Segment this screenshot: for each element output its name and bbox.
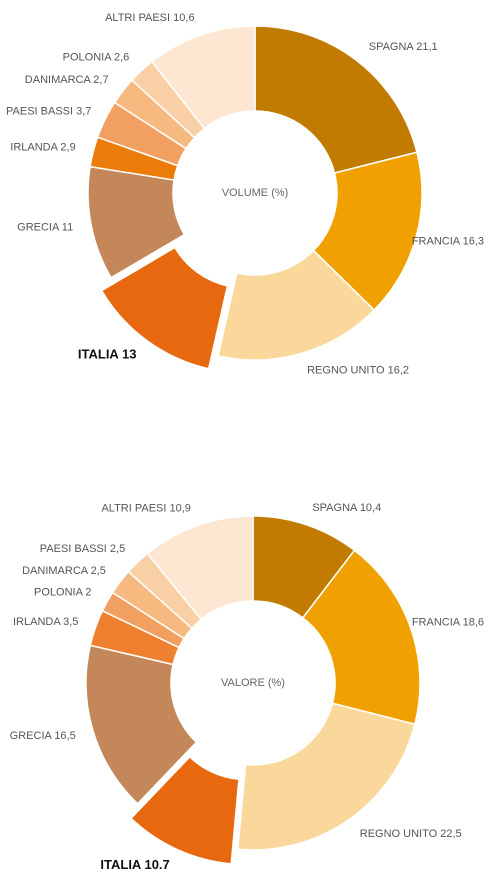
category: SPAGNA: [369, 41, 415, 53]
chart-title: VALORE (%): [221, 677, 285, 689]
slice-label: PAESI BASSI 3,7: [6, 105, 91, 117]
slice: [129, 755, 240, 865]
category: POLONIA: [34, 587, 84, 599]
slice-label: GRECIA 16,5: [10, 730, 76, 742]
slice-label: ITALIA 13: [78, 347, 137, 362]
slice-label: REGNO UNITO 16,2: [307, 364, 409, 376]
slice: [237, 702, 416, 851]
category: FRANCIA: [412, 235, 461, 247]
slice: [100, 246, 229, 370]
value-label: 10,9: [170, 503, 191, 515]
value-label: 13: [122, 347, 136, 362]
slice: [85, 644, 198, 805]
value-label: 2,5: [91, 565, 106, 577]
category: FRANCIA: [412, 616, 461, 628]
slice-label: ITALIA 10.7: [100, 857, 169, 872]
slice-label: FRANCIA 18,6: [412, 616, 484, 628]
slice-label: ALTRI PAESI 10,9: [101, 503, 191, 515]
slice-label: POLONIA 2: [34, 587, 91, 599]
slice-label: SPAGNA 10,4: [312, 502, 381, 514]
value-label: 2: [85, 587, 91, 599]
slice: [301, 549, 421, 726]
slice-label: IRLANDA 3,5: [13, 616, 78, 628]
category: PAESI BASSI: [40, 543, 107, 555]
category: ALTRI PAESI: [105, 12, 170, 24]
category: ITALIA: [100, 857, 142, 872]
category: DANIMARCA: [25, 74, 92, 86]
slice-label: DANIMARCA 2,7: [25, 74, 109, 86]
category: REGNO UNITO: [307, 364, 385, 376]
slice-label: GRECIA 11: [17, 221, 73, 233]
value-label: 2,6: [114, 51, 129, 63]
value-label: 3,5: [63, 616, 78, 628]
category: GRECIA: [17, 221, 60, 233]
slice: [146, 515, 254, 621]
value-label: 16,5: [54, 730, 75, 742]
slice-label: SPAGNA 21,1: [369, 41, 438, 53]
category: IRLANDA: [10, 141, 58, 153]
slice-label: ALTRI PAESI 10,6: [105, 12, 194, 24]
category: SPAGNA: [312, 502, 358, 514]
value-label: 22,5: [440, 828, 461, 840]
value-label: 10.7: [144, 857, 169, 872]
value-label: 10,6: [173, 12, 194, 24]
slice: [150, 25, 256, 130]
chart-title: VOLUME (%): [222, 187, 289, 199]
slice-label: REGNO UNITO 22,5: [360, 828, 462, 840]
value-label: 2,9: [60, 141, 75, 153]
value-label: 18,6: [463, 616, 484, 628]
value-label: 21,1: [416, 41, 437, 53]
category: REGNO UNITO: [360, 828, 438, 840]
slice-label: POLONIA 2,6: [63, 51, 130, 63]
slice-label: PAESI BASSI 2,5: [40, 543, 125, 555]
value-label: 3,7: [76, 105, 91, 117]
category: DANIMARCA: [22, 565, 89, 577]
value-label: 10,4: [360, 502, 381, 514]
slice-label: DANIMARCA 2,5: [22, 565, 106, 577]
category: ITALIA: [78, 347, 120, 362]
slice-label: FRANCIA 16,3: [412, 235, 484, 247]
category: GRECIA: [10, 730, 53, 742]
value-label: 16,2: [388, 364, 409, 376]
slice: [217, 249, 376, 361]
value-label: 11: [62, 221, 73, 233]
value-label: 16,3: [463, 235, 484, 247]
value-label: 2,5: [110, 543, 125, 555]
category: IRLANDA: [13, 616, 61, 628]
slice: [254, 25, 418, 174]
slice-label: IRLANDA 2,9: [10, 141, 75, 153]
category: ALTRI PAESI: [101, 503, 166, 515]
category: PAESI BASSI: [6, 105, 73, 117]
value-label: 2,7: [93, 74, 108, 86]
category: POLONIA: [63, 51, 113, 63]
